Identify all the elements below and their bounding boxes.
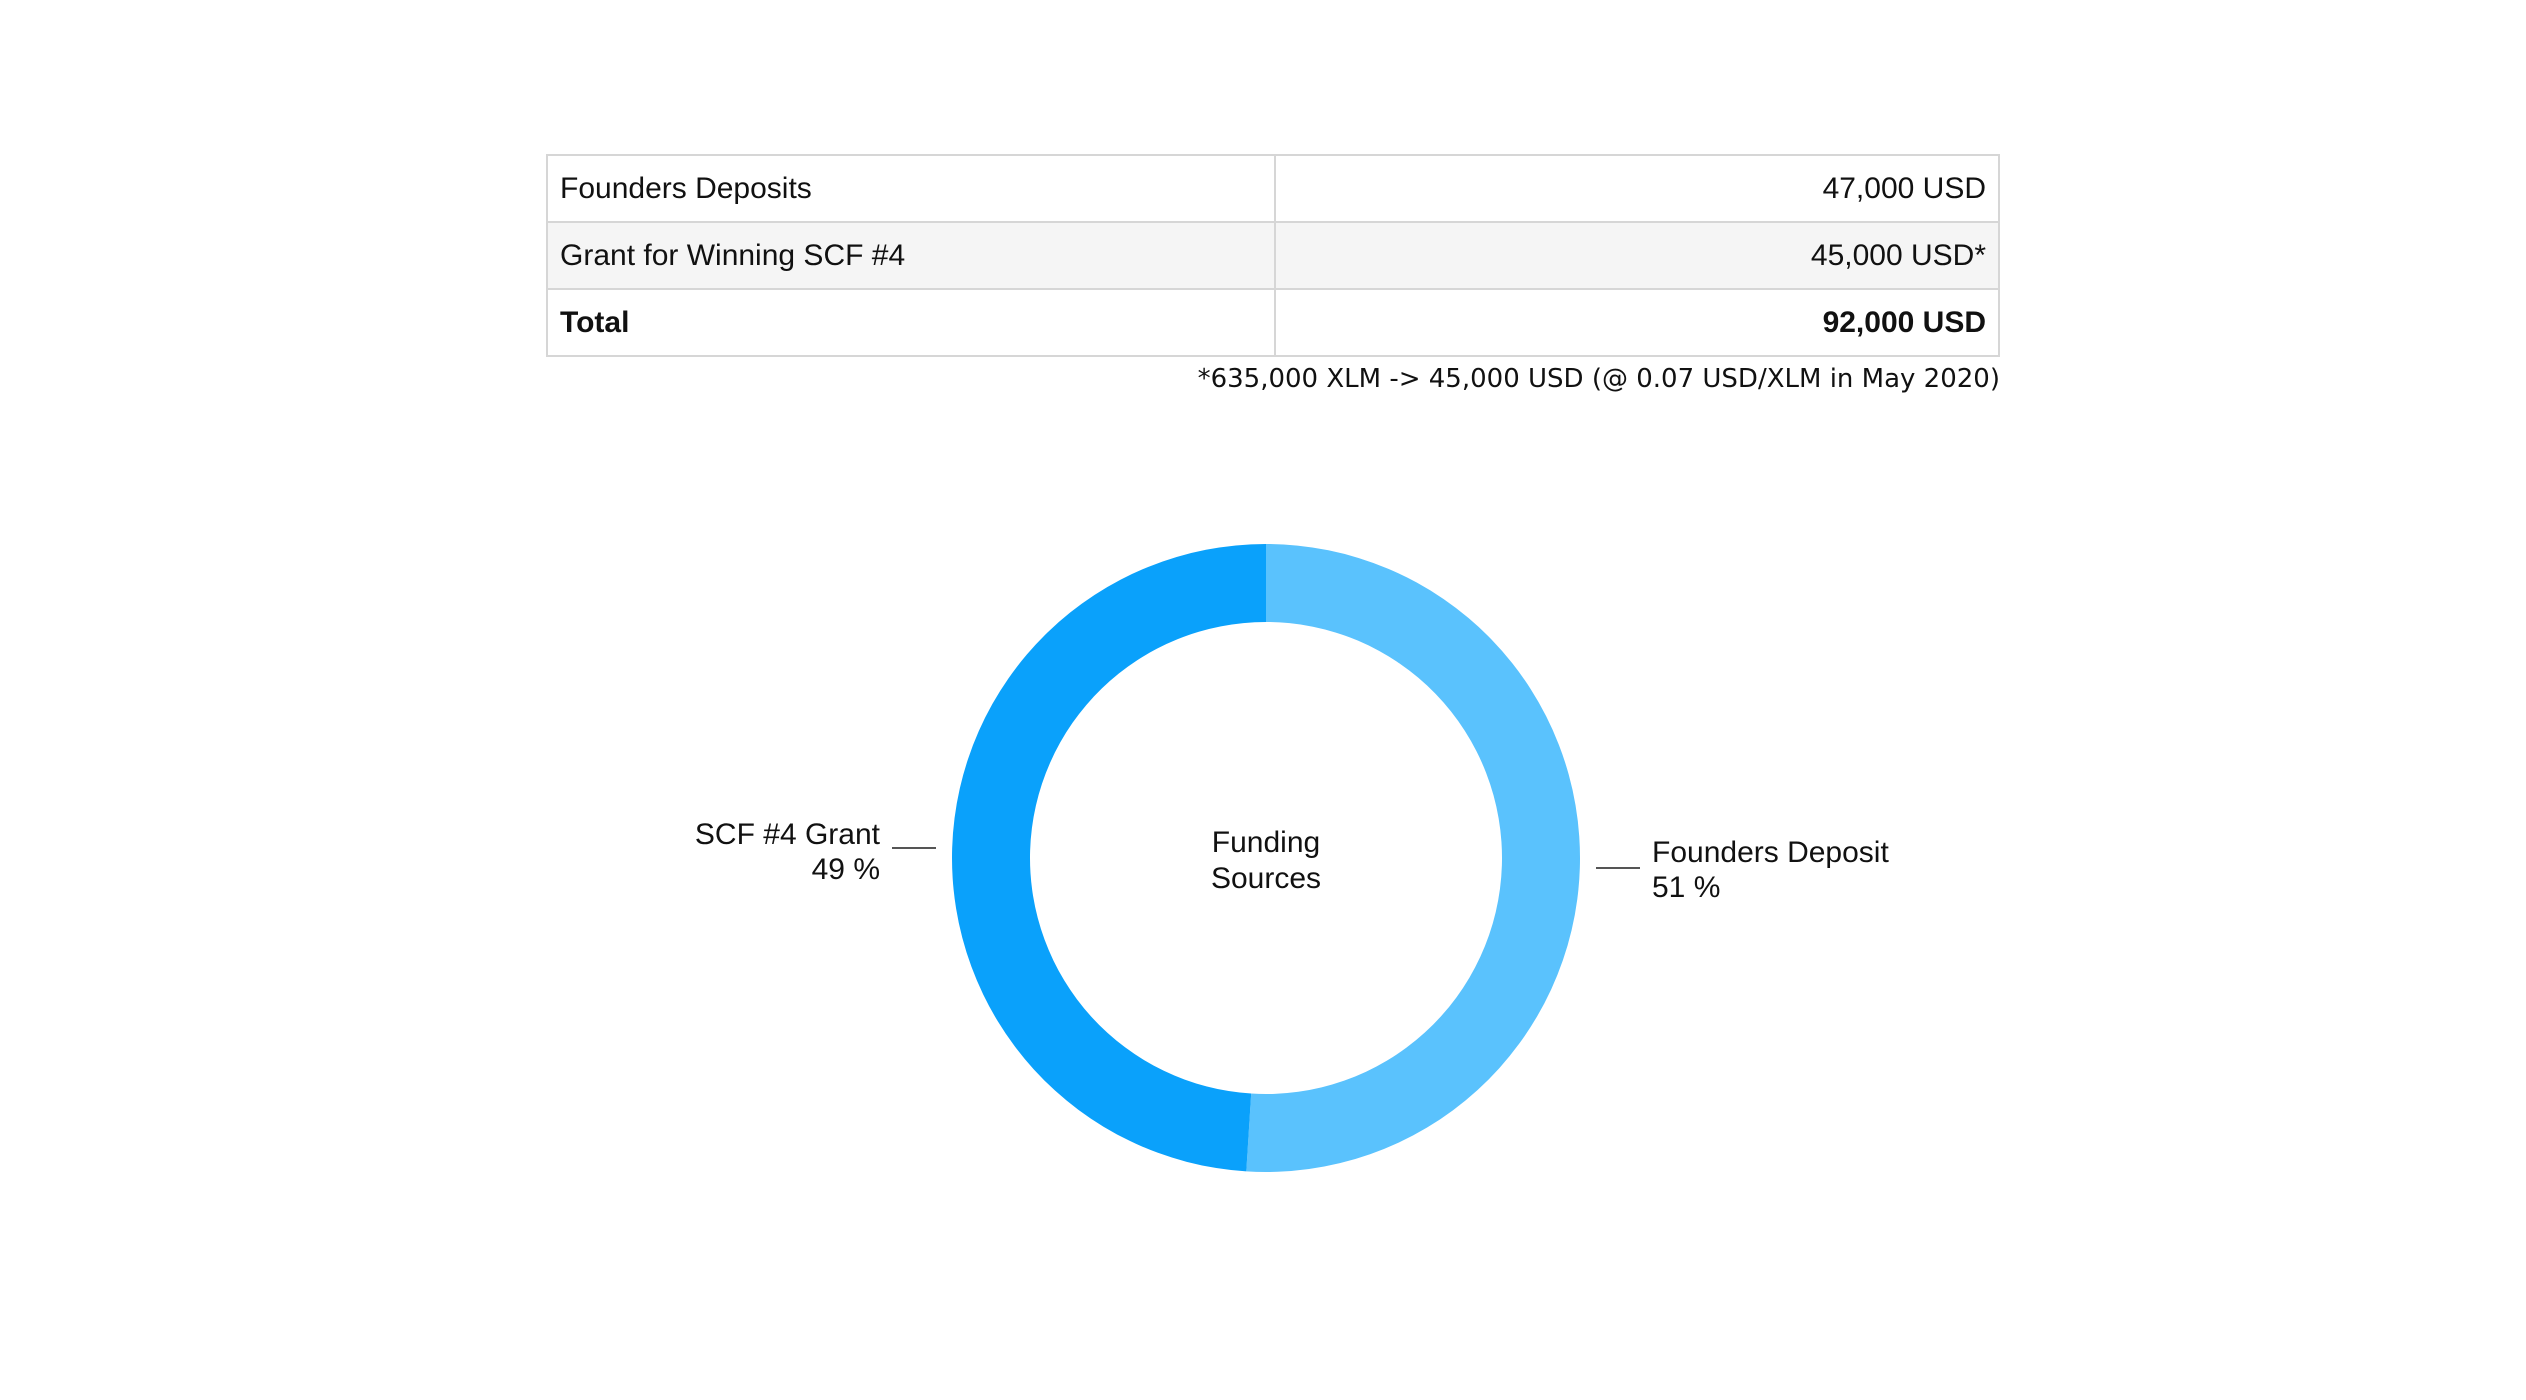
table-cell-label: Grant for Winning SCF #4 [546,221,1276,290]
table-row: Founders Deposits 47,000 USD [546,154,2000,223]
chart-title-line-2: Sources [1211,862,1321,895]
donut-slice [952,544,1266,1172]
table-cell-label: Total [546,288,1276,357]
table-row-total: Total 92,000 USD [546,288,2000,357]
chart-title-line-1: Funding [1212,826,1320,859]
slice-label-name: Founders Deposit [1652,836,1889,869]
table-cell-label: Founders Deposits [546,154,1276,223]
table-row: Grant for Winning SCF #4 45,000 USD* [546,221,2000,290]
table-cell-value: 45,000 USD* [1274,221,2000,290]
slice-label-value: 51 % [1652,871,1720,904]
table-cell-value: 47,000 USD [1274,154,2000,223]
donut-slice [1246,544,1581,1173]
table-footnote: *635,000 XLM -> 45,000 USD (@ 0.07 USD/X… [1197,364,2000,394]
table-cell-value: 92,000 USD [1274,288,2000,357]
funding-table: Founders Deposits 47,000 USD Grant for W… [546,154,2000,357]
donut-slices [952,544,1581,1173]
slice-label-name: SCF #4 Grant [695,818,881,851]
slice-label-value: 49 % [812,853,880,886]
